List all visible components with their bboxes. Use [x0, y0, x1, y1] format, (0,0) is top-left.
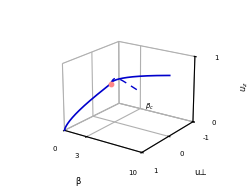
Y-axis label: u⊥: u⊥ — [195, 168, 207, 177]
X-axis label: β: β — [75, 177, 81, 186]
